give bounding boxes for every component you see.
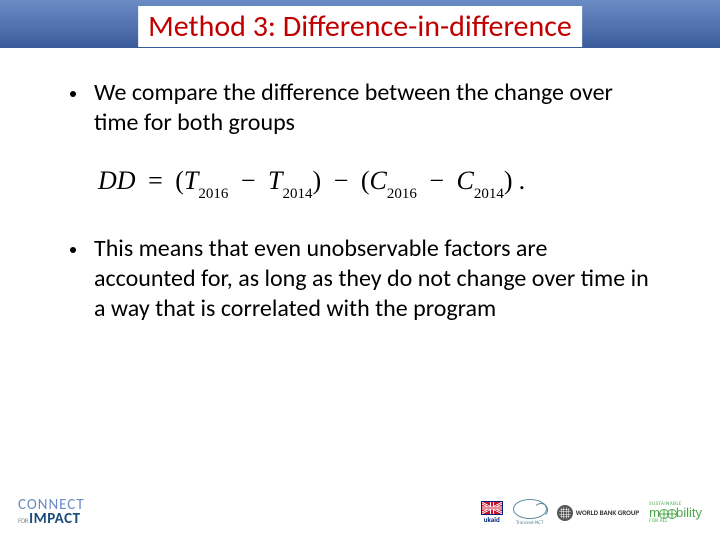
paren-open: ( — [175, 166, 184, 195]
impact-word: IMPACT — [29, 510, 80, 528]
sub-year-b-1: 2016 — [198, 186, 228, 202]
world-bank-logo: WORLD BANK GROUP — [557, 505, 639, 521]
wheel-icon — [667, 509, 677, 519]
globe-icon — [557, 505, 573, 521]
wbg-label: WORLD BANK GROUP — [576, 509, 639, 516]
mobility-sub: FOR ALL — [649, 518, 668, 524]
bullet-text: We compare the difference between the ch… — [94, 78, 650, 138]
paren-close: ) — [313, 166, 322, 195]
mobility-logo: SUSTAINABLE mbility FOR ALL — [649, 501, 702, 524]
for-word: FOR — [18, 516, 28, 525]
bullet-item: This means that even unobservable factor… — [70, 234, 650, 324]
slide-title: Method 3: Difference-in-difference — [138, 6, 582, 47]
equation: DD = (T2016 − T2014) − (C2016 − C2014). — [98, 166, 650, 200]
bullet-dot-icon — [70, 247, 76, 253]
sub-year-a-2: 2014 — [474, 186, 504, 202]
minus-op: − — [429, 166, 444, 195]
equation-lhs: DD — [98, 166, 136, 195]
t-symbol-1: T — [184, 166, 198, 195]
c-symbol-1: C — [370, 166, 387, 195]
mobility-wheels — [660, 509, 676, 519]
minus-op: − — [334, 166, 349, 195]
connect-impact-logo: CONNECT FORIMPACT — [18, 498, 85, 527]
oval-label: Transnet-NCT — [516, 520, 543, 526]
sub-year-a-1: 2014 — [283, 186, 313, 202]
paren-close: ) — [504, 166, 513, 195]
equals-op: = — [148, 166, 163, 195]
content-area: We compare the difference between the ch… — [0, 48, 720, 324]
ukaid-label: ukaid — [484, 515, 500, 524]
paren-open: ( — [361, 166, 370, 195]
bullet-text: This means that even unobservable factor… — [94, 234, 650, 324]
sub-year-b-2: 2016 — [387, 186, 417, 202]
header-bar: Method 3: Difference-in-difference — [0, 0, 720, 48]
oval-logo-icon — [513, 499, 547, 519]
t-symbol-2: T — [268, 166, 282, 195]
minus-op: − — [241, 166, 256, 195]
oval-logo-block: Transnet-NCT — [513, 499, 547, 526]
mobility-post: bility — [676, 505, 702, 520]
footer: CONNECT FORIMPACT ukaid Transnet-NCT WOR… — [0, 484, 720, 532]
uk-flag-icon — [481, 501, 503, 515]
footer-logos-right: ukaid Transnet-NCT WORLD BANK GROUP SUST… — [481, 499, 702, 526]
period: . — [519, 166, 526, 195]
bullet-dot-icon — [70, 91, 76, 97]
bullet-item: We compare the difference between the ch… — [70, 78, 650, 138]
c-symbol-2: C — [457, 166, 474, 195]
ukaid-logo: ukaid — [481, 501, 503, 524]
